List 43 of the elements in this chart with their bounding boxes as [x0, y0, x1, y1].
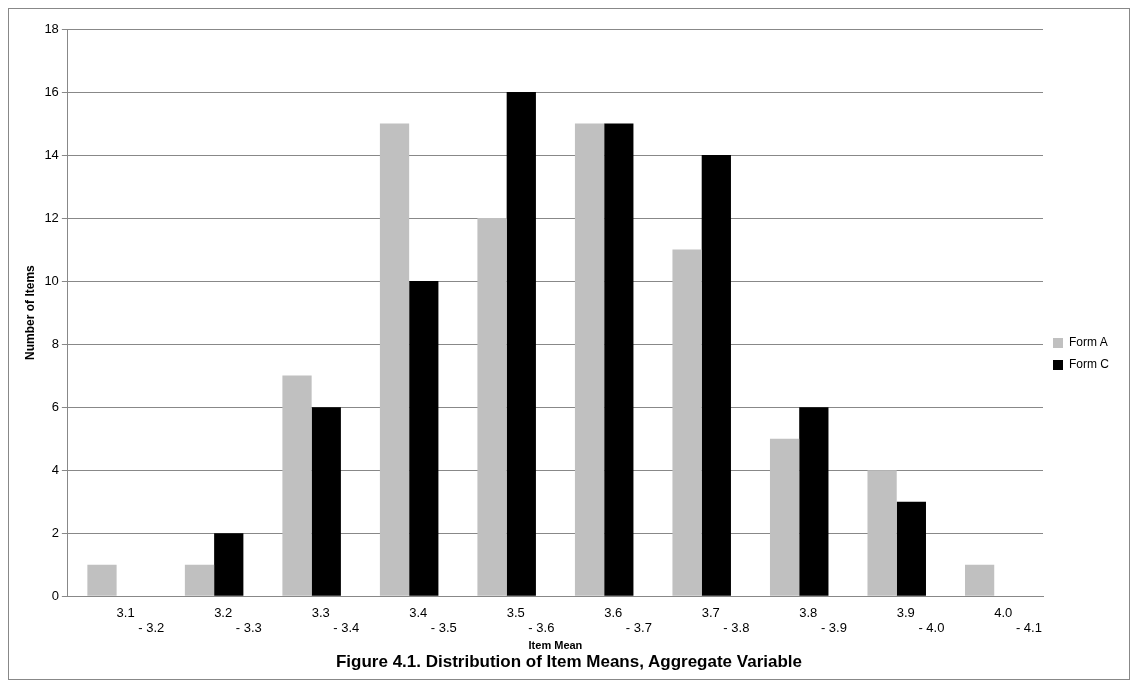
y-tick-label: 12 [44, 209, 59, 225]
bar [867, 470, 897, 596]
bar [574, 123, 605, 596]
x-tick-label: 3.5 - 3.6 [506, 604, 555, 636]
bar [506, 92, 536, 596]
y-tick-label: 14 [44, 146, 59, 162]
legend-label: Form A [1069, 335, 1108, 350]
x-tick-label: 3.1 - 3.2 [116, 604, 165, 636]
bar [672, 249, 702, 596]
bar [769, 438, 800, 596]
bar [701, 155, 731, 596]
bar [799, 407, 829, 596]
y-tick-label: 2 [51, 524, 59, 540]
y-tick-label: 8 [51, 335, 59, 351]
bar [604, 123, 634, 596]
y-tick-label: 6 [51, 398, 59, 414]
bar [311, 407, 341, 596]
y-tick-label: 18 [44, 20, 59, 36]
bar [184, 564, 215, 596]
y-tick-label: 16 [44, 83, 59, 99]
x-tick-label: 3.3 - 3.4 [311, 604, 360, 636]
x-axis-title: Item Mean [528, 639, 583, 652]
legend-label: Form C [1069, 357, 1110, 372]
x-tick-label: 3.2 - 3.3 [214, 604, 262, 636]
bar [379, 123, 410, 596]
x-tick-label: 3.7 - 3.8 [701, 604, 750, 636]
text: Figure 4.1. Distribution of Item Means, Aggregate Variable [335, 652, 803, 672]
bar [214, 533, 244, 596]
bar [87, 564, 117, 596]
y-tick-label: 4 [51, 461, 59, 477]
x-tick-label: 3.8 - 3.9 [799, 604, 847, 636]
bar [896, 501, 926, 596]
y-tick-label: 0 [51, 587, 59, 603]
x-tick-label: 3.6 - 3.7 [604, 604, 652, 636]
x-tick-label: 3.9 - 4.0 [896, 604, 945, 636]
y-tick-label: 10 [44, 272, 59, 288]
bar [409, 281, 439, 596]
x-tick-label: 4.0 - 4.1 [994, 604, 1042, 636]
bar [964, 564, 995, 596]
y-axis-title: Number of Items [22, 264, 37, 360]
x-tick-label: 3.4 - 3.5 [409, 604, 457, 636]
bar [477, 218, 507, 596]
bar [282, 375, 312, 596]
